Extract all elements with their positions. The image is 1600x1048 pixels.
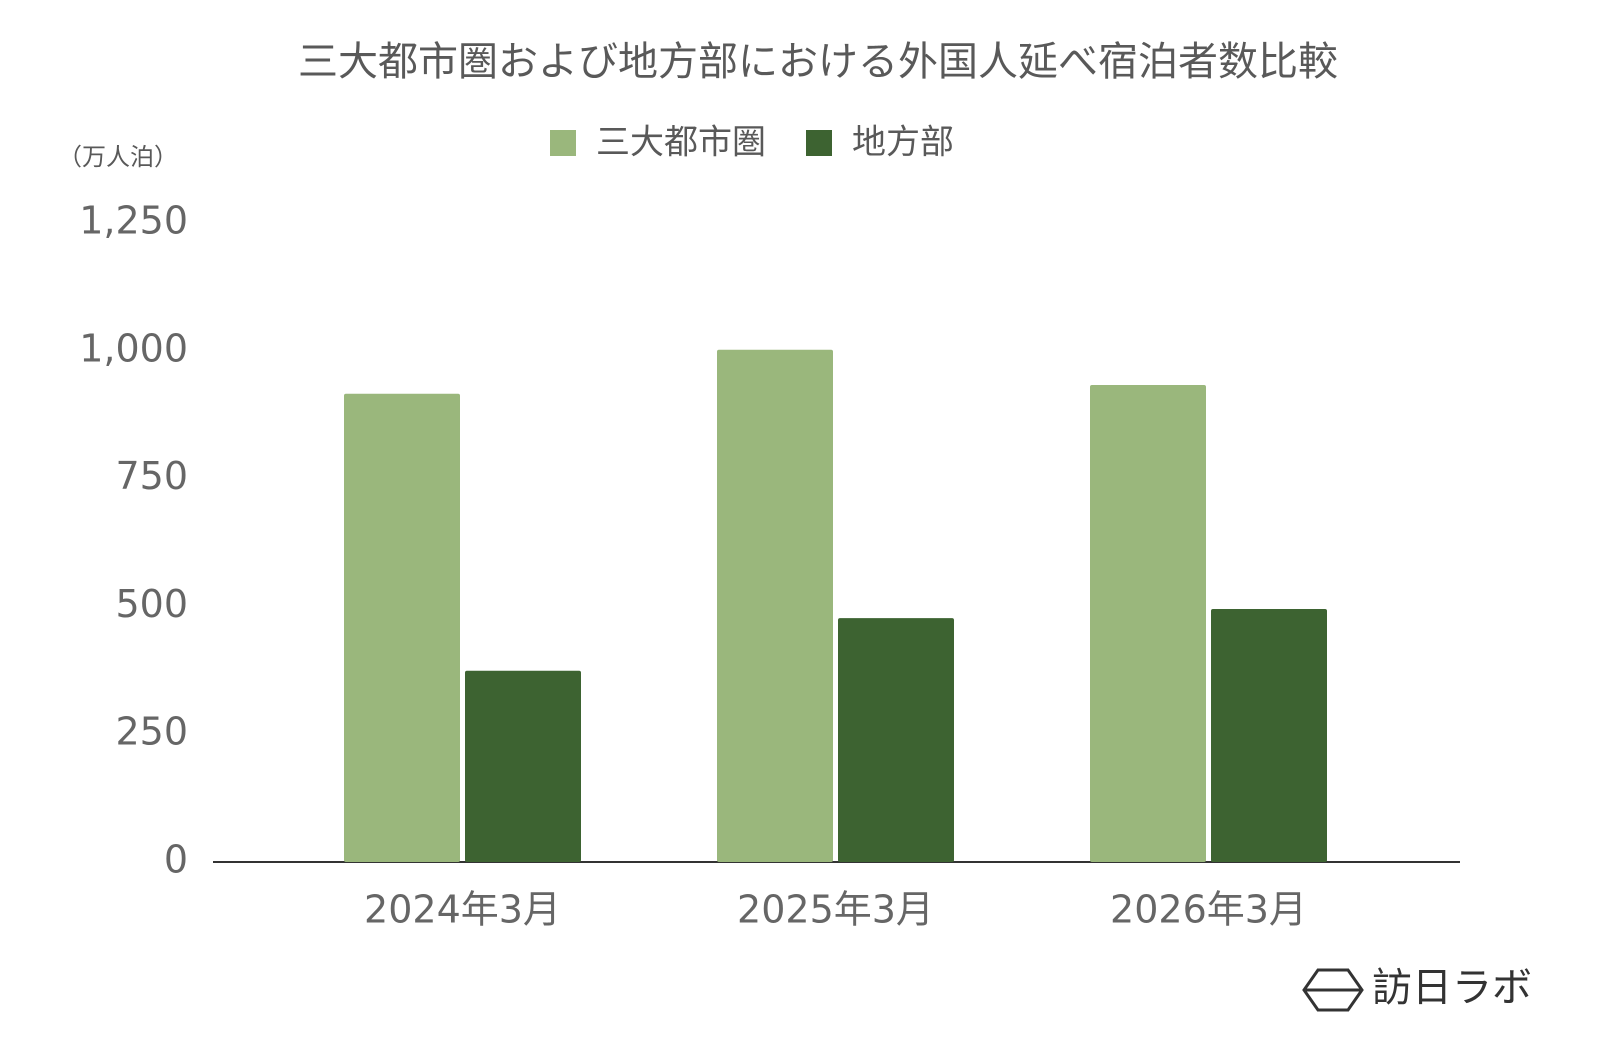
bar [717,349,833,862]
y-tick-label: 1,000 [79,326,188,370]
chart-title: 三大都市圏および地方部における外国人延べ宿泊者数比較 [298,39,1338,85]
y-tick-label: 0 [164,838,188,882]
y-tick-label: 1,250 [79,199,188,243]
x-tick-label: 2024年3月 [364,888,561,932]
bar [344,393,460,862]
bar [1090,385,1206,862]
legend-label: 地方部 [852,123,954,163]
legend-label: 三大都市圏 [596,123,766,163]
x-tick-label: 2025年3月 [737,888,934,932]
watermark: 訪日ラボ [1372,965,1532,1011]
legend-swatch [806,130,832,156]
legend-swatch [550,130,576,156]
bar [465,670,581,862]
x-tick-label: 2026年3月 [1110,888,1307,932]
bar [1211,608,1327,862]
y-axis-unit: （万人泊） [58,143,178,171]
y-tick-label: 500 [115,582,188,626]
y-tick-label: 250 [115,710,188,754]
bar [838,618,954,862]
y-tick-label: 750 [115,454,188,498]
watermark-logo [1302,968,1364,1012]
